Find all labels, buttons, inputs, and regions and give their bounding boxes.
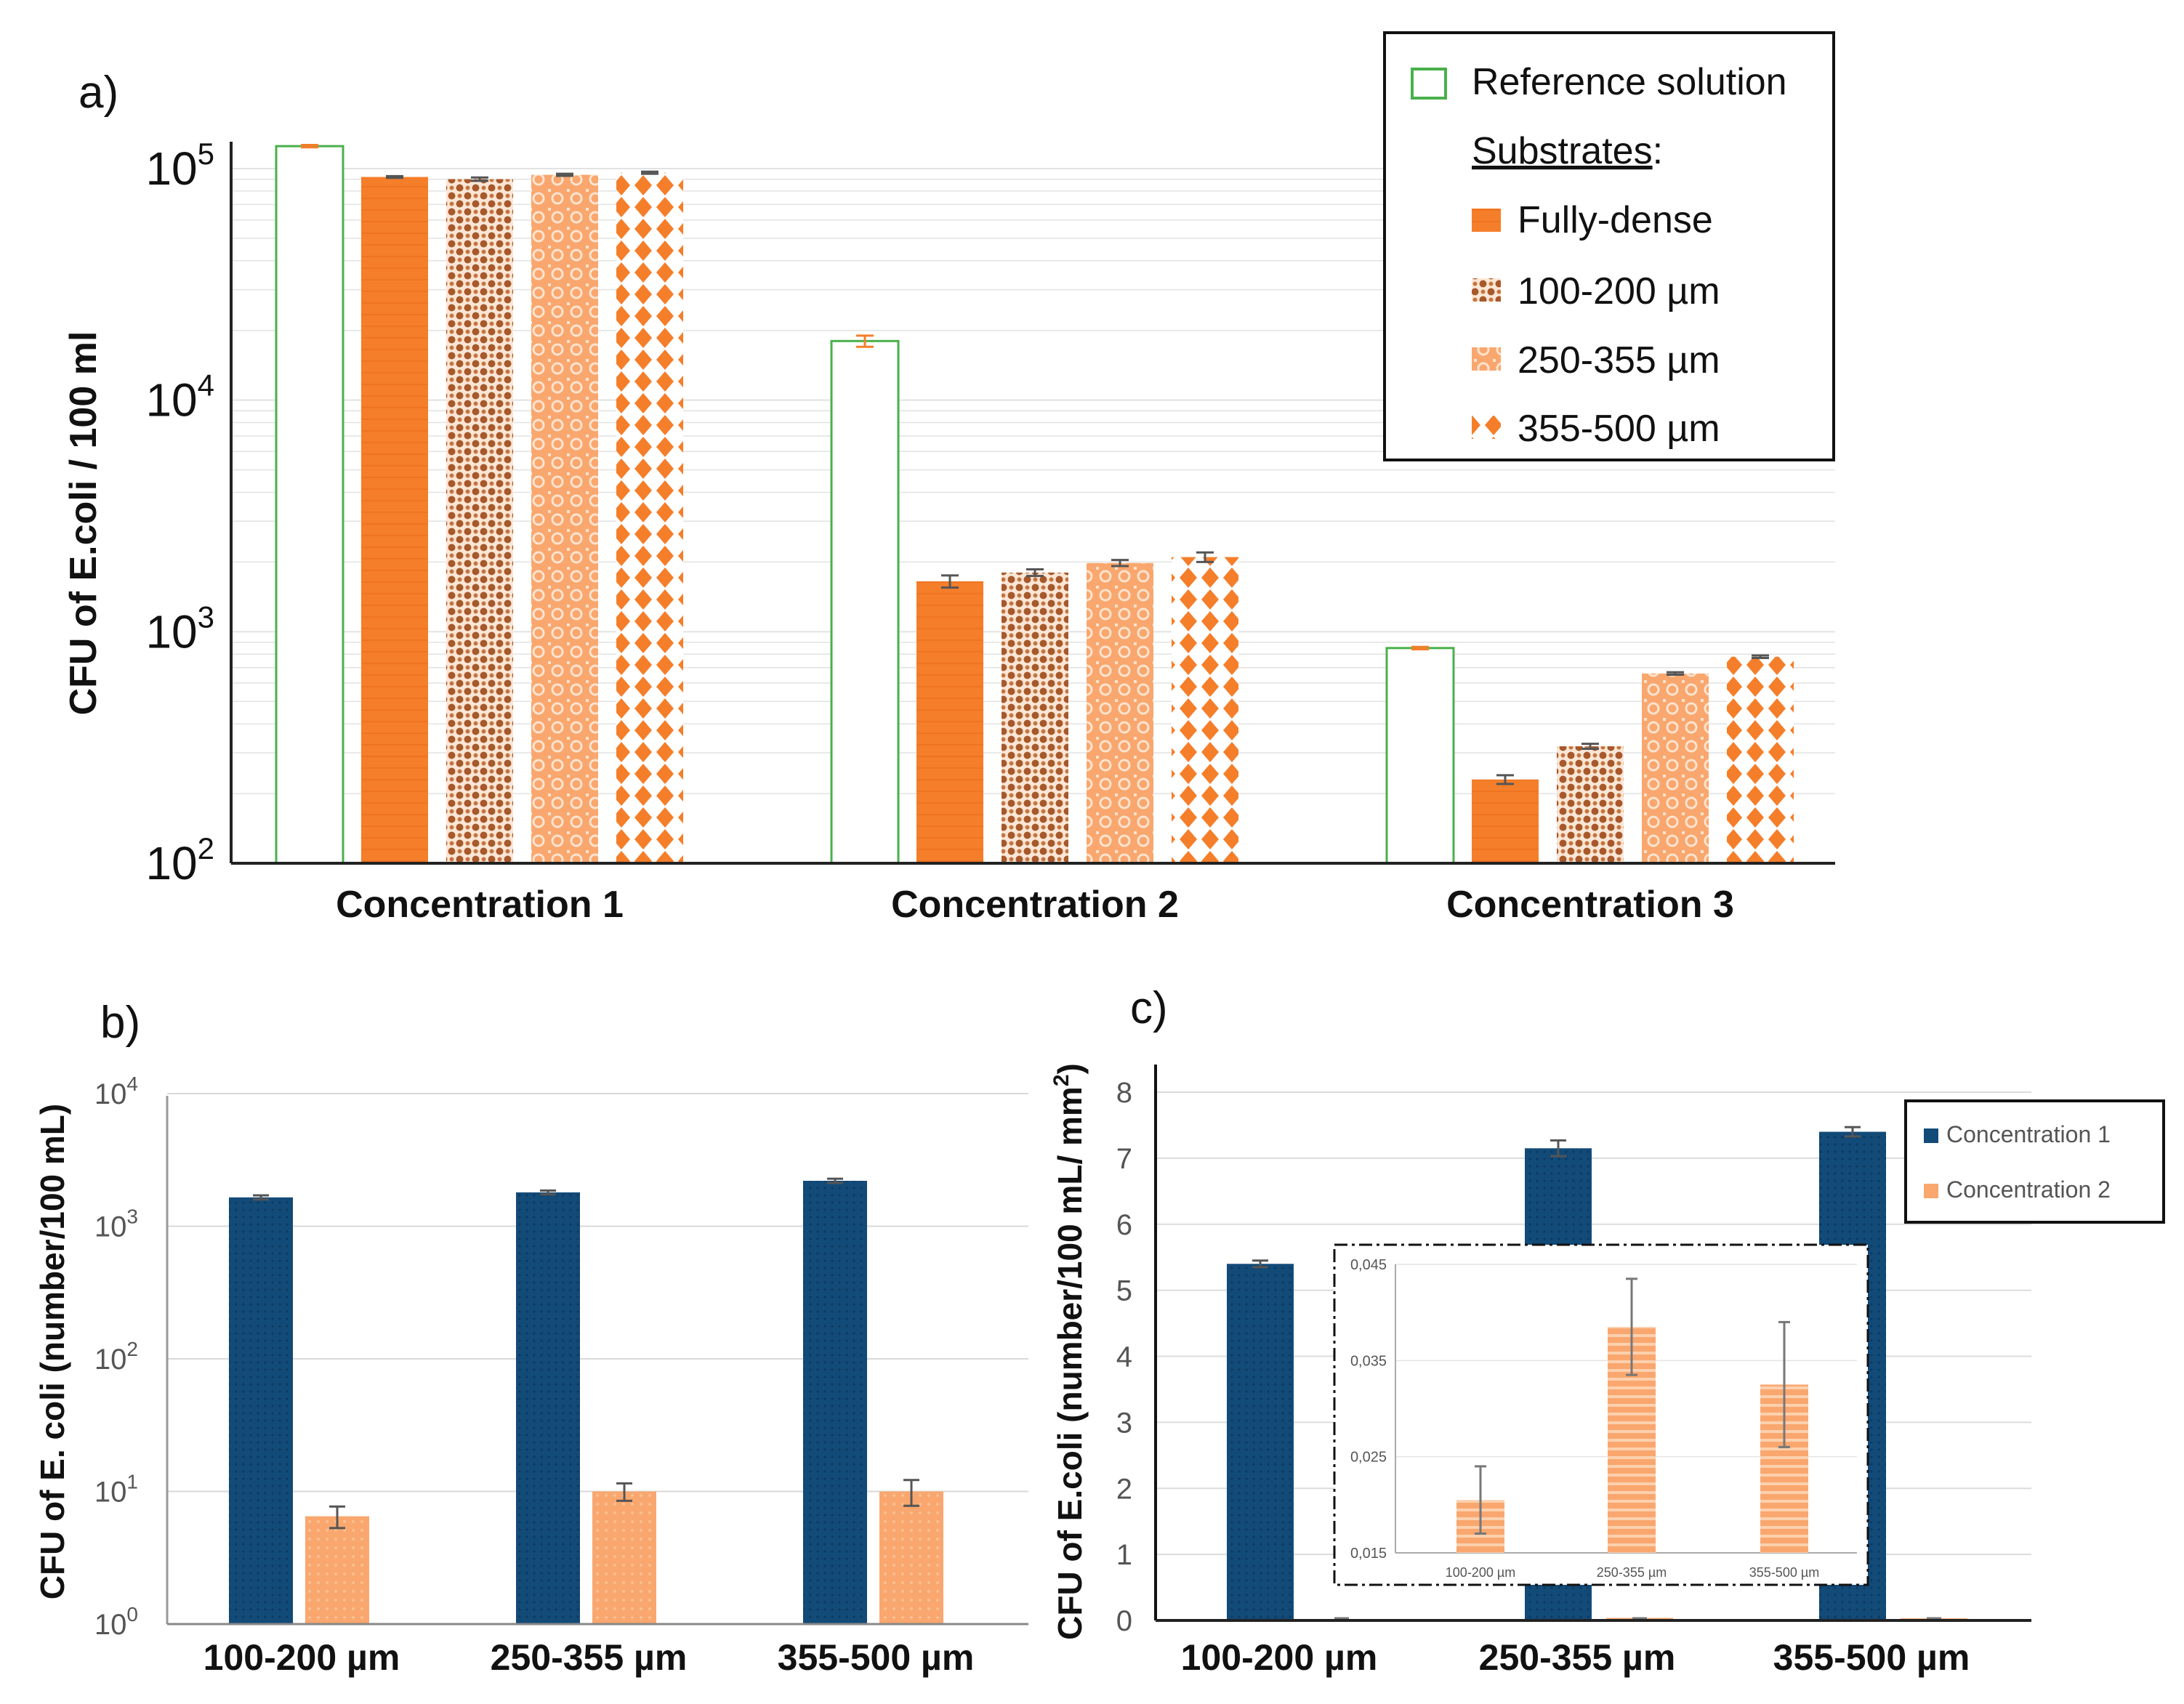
x-tick-label-100-200-m: 100-200 µm xyxy=(204,1637,400,1678)
y-tick-label: 101 xyxy=(94,1471,138,1509)
x-tick-label-250-355-m: 250-355 µm xyxy=(491,1637,688,1678)
x-tick-label-concentration-1: Concentration 1 xyxy=(336,884,624,926)
y-tick-label: 2 xyxy=(1116,1473,1132,1505)
y-tick-label: 6 xyxy=(1116,1209,1132,1241)
panel-c-y-ticks: 0 1 2 3 4 5 6 7 8 xyxy=(1116,1077,1132,1637)
legend-100-200-label: 100-200 µm xyxy=(1518,270,1720,312)
inset-y-tick-label: 0,045 xyxy=(1350,1257,1387,1273)
bar-250-355-m-concentration-3 xyxy=(1642,673,1709,863)
bar-355-500-m-concentration-2 xyxy=(1172,557,1238,863)
y-tick-label: 4 xyxy=(1116,1341,1132,1373)
legend-concentration-1-label: Concentration 1 xyxy=(1946,1121,2111,1147)
legend-swatch-250-355 xyxy=(1472,347,1501,371)
panel-a-label: a) xyxy=(78,68,118,118)
panel-c: c) 0 1 2 3 4 5 6 7 8 100-200 µm 250-355 µm 355-500… xyxy=(1049,983,2165,1678)
legend-swatch-fully-dense xyxy=(1472,209,1501,232)
panel-a-legend: Reference solution Substrates: Fully-den… xyxy=(1383,31,1835,461)
panel-c-legend: Concentration 1 Concentration 2 xyxy=(1904,1099,2165,1224)
bar-fully-dense-concentration-3 xyxy=(1472,779,1539,863)
panel-a-x-ticks: Concentration 1 Concentration 2 Concentrat… xyxy=(336,884,1734,926)
bar-355-500-m-concentration-1 xyxy=(616,172,683,864)
bar-concentration-2-355-500-m xyxy=(879,1491,943,1624)
panel-c-x-ticks: 100-200 µm 250-355 µm 355-500 µm xyxy=(1181,1637,1970,1678)
panel-b-bars xyxy=(229,1177,943,1624)
inset-bars xyxy=(1456,1277,1808,1553)
x-tick-label-concentration-3: Concentration 3 xyxy=(1446,884,1734,926)
bar-reference-solution-concentration-1 xyxy=(275,145,344,865)
y-tick-label: 5 xyxy=(1116,1275,1132,1307)
bar-concentration-1-100-200-m xyxy=(229,1197,293,1624)
panel-a-bars xyxy=(275,143,1794,865)
bar-100-200-m-concentration-3 xyxy=(1557,746,1624,863)
panel-b-y-ticks: 100 101 102 103 104 xyxy=(94,1073,138,1641)
y-tick-label: 105 xyxy=(145,137,214,195)
bar-concentration-1-100-200-m xyxy=(1227,1264,1294,1620)
bar-reference-solution-concentration-3 xyxy=(1385,647,1455,865)
legend-swatch-concentration-2 xyxy=(1924,1184,1938,1198)
x-tick-label-250-355-m: 250-355 µm xyxy=(1479,1637,1676,1678)
y-tick-label: 103 xyxy=(145,599,214,658)
y-tick-label: 3 xyxy=(1116,1407,1132,1439)
bar-concentration-1-250-355-m xyxy=(516,1192,580,1624)
inset-y-tick-label: 0,035 xyxy=(1350,1353,1387,1369)
legend-fully-dense-label: Fully-dense xyxy=(1518,199,1713,241)
panel-a-y-ticks: 102 103 104 105 xyxy=(145,137,214,889)
inset-x-tick-label-100-200-m: 100-200 µm xyxy=(1446,1565,1515,1580)
bar-fully-dense-concentration-2 xyxy=(916,581,983,863)
bar-concentration-2-100-200-m xyxy=(305,1516,369,1624)
y-tick-label: 102 xyxy=(145,831,214,889)
inset-y-tick-label: 0,015 xyxy=(1350,1546,1387,1562)
panel-c-inset: 0,015 0,025 0,035 0,045 100-200 µm 250-355 µ… xyxy=(1333,1243,1869,1586)
legend-swatch-355-500 xyxy=(1472,416,1501,439)
y-tick-label: 0 xyxy=(1116,1605,1132,1637)
inset-x-tick-label-355-500-m: 355-500 µm xyxy=(1749,1565,1819,1580)
bar-reference-solution-concentration-2 xyxy=(830,339,900,865)
bar-fully-dense-concentration-1 xyxy=(361,177,428,863)
panel-c-y-axis-title: CFU of E.coli (number/100 mL/ mm2) xyxy=(1049,1063,1089,1640)
x-tick-label-100-200-m: 100-200 µm xyxy=(1181,1637,1378,1678)
panel-b-gridlines xyxy=(167,1093,1028,1493)
y-tick-label: 104 xyxy=(94,1073,138,1110)
bar-355-500-m-concentration-3 xyxy=(1727,656,1794,863)
y-tick-label: 102 xyxy=(94,1338,138,1376)
legend-frame xyxy=(1383,31,1835,461)
inset-x-tick-label-250-355-m: 250-355 µm xyxy=(1597,1565,1667,1580)
y-tick-label: 103 xyxy=(94,1206,138,1243)
bar-100-200-m-concentration-2 xyxy=(1002,572,1068,863)
y-tick-label: 100 xyxy=(94,1603,138,1641)
inset-y-ticks: 0,015 0,025 0,035 0,045 xyxy=(1350,1257,1387,1562)
legend-swatch-concentration-1 xyxy=(1924,1128,1938,1143)
legend-355-500-label: 355-500 µm xyxy=(1518,408,1720,450)
inset-x-ticks: 100-200 µm 250-355 µm 355-500 µm xyxy=(1446,1565,1819,1580)
y-tick-label: 1 xyxy=(1116,1539,1132,1571)
x-tick-label-355-500-m: 355-500 µm xyxy=(1773,1637,1970,1678)
legend-swatch-reference xyxy=(1411,68,1447,100)
bar-concentration-1-355-500-m xyxy=(803,1181,867,1624)
y-tick-label: 104 xyxy=(145,368,214,427)
bar-100-200-m-concentration-1 xyxy=(446,179,513,863)
legend-swatch-100-200 xyxy=(1472,278,1501,302)
bar-250-355-m-concentration-1 xyxy=(531,174,598,864)
panel-a-y-axis-title: CFU of E.coli / 100 ml xyxy=(63,331,105,716)
panel-b: b) 100 101 102 103 104 100-200 µm 250-355 µm 3… xyxy=(33,998,1028,1678)
legend-substrates-heading: Substrates: xyxy=(1472,130,1663,172)
panel-c-label: c) xyxy=(1130,983,1168,1033)
y-tick-label: 8 xyxy=(1116,1077,1132,1109)
legend-concentration-2-label: Concentration 2 xyxy=(1946,1176,2111,1203)
panel-b-label: b) xyxy=(100,998,140,1048)
panel-b-x-ticks: 100-200 µm 250-355 µm 355-500 µm xyxy=(204,1637,975,1678)
x-tick-label-concentration-2: Concentration 2 xyxy=(891,884,1179,926)
legend-250-355-label: 250-355 µm xyxy=(1518,339,1720,381)
inset-y-tick-label: 0,025 xyxy=(1350,1450,1387,1466)
x-tick-label-355-500-m: 355-500 µm xyxy=(778,1637,975,1678)
panel-b-y-axis-title: CFU of E. coli (number/100 mL) xyxy=(33,1104,71,1599)
bar-concentration-2-250-355-m xyxy=(592,1491,656,1624)
legend-reference-label: Reference solution xyxy=(1472,61,1787,103)
panel-c-legend-frame xyxy=(1904,1099,2165,1224)
y-tick-label: 7 xyxy=(1116,1143,1132,1175)
bar-250-355-m-concentration-2 xyxy=(1087,562,1153,863)
